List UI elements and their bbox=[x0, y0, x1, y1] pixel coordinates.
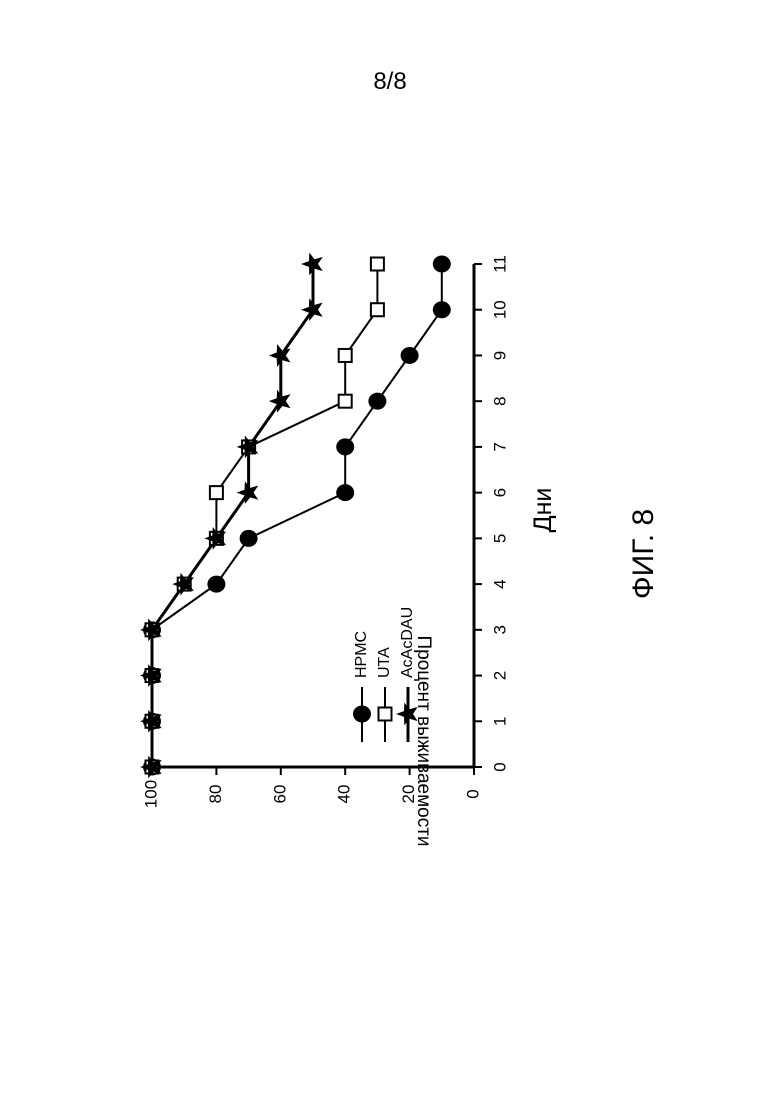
series-line-acacdau bbox=[152, 264, 313, 767]
series-line-uta bbox=[152, 264, 377, 767]
point-uta bbox=[339, 349, 352, 362]
x-tick-label: 5 bbox=[490, 534, 509, 543]
point-hpmc bbox=[433, 301, 451, 318]
series-line-hpmc bbox=[152, 264, 442, 767]
x-tick-label: 7 bbox=[490, 442, 509, 451]
point-hpmc bbox=[336, 484, 354, 501]
plot-area: 01234567891011020406080100 bbox=[140, 253, 510, 809]
x-tick-label: 11 bbox=[490, 255, 509, 273]
figure-label: ФИГ. 8 bbox=[627, 509, 660, 599]
point-hpmc bbox=[240, 530, 258, 547]
point-hpmc bbox=[401, 347, 419, 364]
point-acacdau bbox=[301, 298, 323, 321]
point-acacdau bbox=[301, 253, 323, 276]
point-hpmc bbox=[336, 438, 354, 455]
legend-marker-uta bbox=[379, 708, 392, 721]
point-uta bbox=[339, 395, 352, 408]
x-tick-label: 4 bbox=[490, 579, 509, 588]
point-uta bbox=[371, 258, 384, 271]
legend-label-hpmc: HPMC bbox=[353, 631, 370, 678]
x-tick-label: 3 bbox=[490, 625, 509, 634]
y-tick-label: 40 bbox=[335, 785, 354, 804]
x-tick-label: 8 bbox=[490, 396, 509, 405]
point-hpmc bbox=[207, 576, 225, 593]
point-acacdau bbox=[269, 390, 291, 413]
chart-legend: HPMCUTAAcAcDAU bbox=[353, 607, 418, 742]
y-tick-label: 0 bbox=[463, 789, 482, 798]
point-hpmc bbox=[368, 393, 386, 410]
y-tick-label: 80 bbox=[206, 785, 225, 804]
legend-marker-hpmc bbox=[353, 706, 371, 723]
y-tick-label: 60 bbox=[270, 785, 289, 804]
point-uta bbox=[371, 303, 384, 316]
x-tick-label: 6 bbox=[490, 488, 509, 497]
x-tick-label: 0 bbox=[490, 762, 509, 771]
x-tick-label: 9 bbox=[490, 351, 509, 360]
y-axis-label: Процент выживаемости bbox=[413, 635, 434, 846]
x-axis-label: Дни bbox=[529, 488, 557, 533]
point-uta bbox=[210, 486, 223, 499]
point-hpmc bbox=[433, 256, 451, 273]
x-tick-label: 2 bbox=[490, 671, 509, 680]
y-tick-label: 100 bbox=[141, 780, 160, 808]
point-acacdau bbox=[237, 481, 259, 504]
x-tick-label: 1 bbox=[490, 717, 509, 726]
legend-label-uta: UTA bbox=[376, 647, 393, 678]
x-tick-label: 10 bbox=[490, 300, 509, 319]
